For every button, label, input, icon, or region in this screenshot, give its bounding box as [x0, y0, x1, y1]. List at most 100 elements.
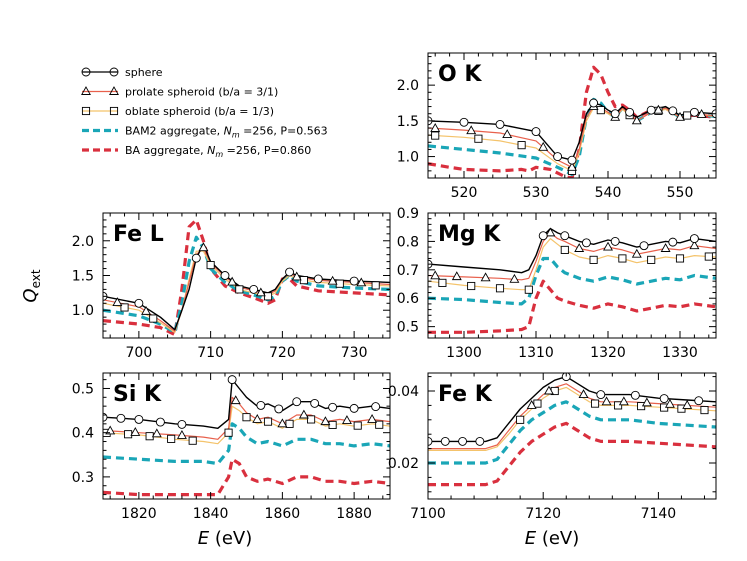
data-point-oblate-spheroid-b-a-1-3 [704, 252, 713, 261]
data-point-prolate-spheroid-b-a-3-1 [298, 409, 309, 419]
data-point-sphere [596, 390, 606, 400]
legend-marker-circle [109, 67, 119, 77]
data-point-sphere [659, 394, 669, 404]
axes-frame [102, 372, 391, 500]
data-point-prolate-spheroid-b-a-3-1 [660, 243, 671, 252]
x-axis-label-right: E (eV) [525, 528, 580, 549]
y-tick-label: 1.0 [397, 150, 419, 166]
data-point-sphere [292, 397, 302, 407]
data-point-prolate-spheroid-b-a-3-1 [227, 276, 238, 286]
data-point-sphere [531, 127, 541, 137]
data-point-oblate-spheroid-b-a-1-3 [307, 415, 316, 424]
y-tick-label: 0.04 [388, 384, 419, 400]
data-point-oblate-spheroid-b-a-1-3 [675, 254, 685, 263]
data-point-oblate-spheroid-b-a-1-3 [353, 421, 362, 430]
data-point-prolate-spheroid-b-a-3-1 [664, 398, 675, 408]
panel-title: Fe K [438, 382, 493, 407]
data-point-prolate-spheroid-b-a-3-1 [526, 399, 537, 409]
x-tick-label: 530 [523, 185, 550, 201]
data-point-sphere [134, 414, 144, 424]
data-point-sphere [191, 253, 201, 263]
legend-item-bam2-aggregate-n-m-256-p-0-563: BAM2 aggregate, Nm =256, P=0.563 [82, 125, 328, 140]
data-point-oblate-spheroid-b-a-1-3 [517, 141, 526, 150]
data-point-oblate-spheroid-b-a-1-3 [474, 134, 483, 143]
series-line-bam2-aggregate-n-m-256-p-0-563 [103, 235, 390, 334]
data-point-oblate-spheroid-b-a-1-3 [335, 279, 344, 288]
data-point-sphere [349, 403, 359, 413]
series-line-sphere [428, 227, 716, 274]
data-point-oblate-spheroid-b-a-1-3 [560, 245, 569, 254]
data-point-prolate-spheroid-b-a-3-1 [543, 385, 554, 395]
data-point-prolate-spheroid-b-a-3-1 [356, 277, 367, 287]
series-line-ba-aggregate-n-m-256-p-0-860 [103, 457, 390, 497]
data-point-prolate-spheroid-b-a-3-1 [696, 109, 707, 118]
data-point-sphere [553, 152, 563, 162]
series-line-bam2-aggregate-n-m-256-p-0-563 [428, 400, 716, 465]
data-point-sphere [560, 231, 570, 241]
data-point-oblate-spheroid-b-a-1-3 [188, 436, 197, 445]
x-tick-label: 550 [667, 185, 694, 201]
data-point-sphere [428, 436, 433, 446]
data-point-prolate-spheroid-b-a-3-1 [320, 416, 331, 426]
data-point-sphere [328, 402, 338, 412]
y-tick-label: 1.5 [72, 269, 94, 285]
data-point-sphere [668, 237, 678, 247]
data-point-prolate-spheroid-b-a-3-1 [574, 243, 585, 252]
data-point-oblate-spheroid-b-a-1-3 [263, 292, 273, 301]
y-tick-label: 0.02 [388, 456, 419, 472]
data-point-sphere [227, 375, 237, 385]
data-point-oblate-spheroid-b-a-1-3 [263, 417, 273, 426]
data-point-sphere [610, 236, 620, 246]
y-tick-label: 0.7 [397, 263, 419, 279]
data-point-prolate-spheroid-b-a-3-1 [430, 123, 441, 132]
data-point-sphere [589, 98, 599, 108]
data-point-sphere [249, 284, 259, 294]
data-point-prolate-spheroid-b-a-3-1 [341, 415, 352, 424]
panel-mg-k: 1300 1310 1320 1330 0.5 0.6 0.7 0.8 0.9 Mg K [397, 206, 717, 361]
x-tick-label: 1320 [590, 345, 626, 361]
data-point-prolate-spheroid-b-a-3-1 [603, 241, 613, 251]
data-point-oblate-spheroid-b-a-1-3 [431, 131, 440, 140]
data-point-sphere [495, 119, 505, 129]
data-point-sphere [285, 267, 294, 277]
data-point-sphere [689, 234, 699, 244]
x-tick-label: 1880 [336, 506, 372, 522]
data-point-oblate-spheroid-b-a-1-3 [596, 106, 605, 115]
x-tick-label: 540 [595, 185, 622, 201]
data-point-prolate-spheroid-b-a-3-1 [230, 395, 241, 405]
data-point-oblate-spheroid-b-a-1-3 [438, 278, 447, 287]
series-line-bam2-aggregate-n-m-256-p-0-563 [428, 256, 716, 306]
plot-area [103, 375, 390, 497]
x-tick-label: 520 [451, 185, 478, 201]
panel-si-k: 1820 1840 1860 1880 0.3 0.4 0.5 Si K [72, 372, 391, 522]
data-point-sphere [371, 402, 381, 412]
series-line-oblate-spheroid-b-a-1-3 [103, 405, 390, 445]
data-point-prolate-spheroid-b-a-3-1 [675, 111, 685, 121]
data-point-prolate-spheroid-b-a-3-1 [151, 428, 162, 438]
y-tick-label: 0.6 [397, 291, 419, 307]
y-axis-label: Qext [20, 269, 43, 302]
data-point-oblate-spheroid-b-a-1-3 [533, 399, 542, 408]
series-line-ba-aggregate-n-m-256-p-0-860 [428, 421, 716, 487]
data-point-oblate-spheroid-b-a-1-3 [683, 111, 692, 120]
data-point-prolate-spheroid-b-a-3-1 [176, 430, 187, 439]
data-point-oblate-spheroid-b-a-1-3 [590, 399, 600, 408]
data-point-prolate-spheroid-b-a-3-1 [451, 271, 462, 281]
data-point-prolate-spheroid-b-a-3-1 [367, 414, 378, 423]
data-point-oblate-spheroid-b-a-1-3 [285, 419, 294, 428]
data-point-sphere [155, 417, 165, 427]
legend-label: BAM2 aggregate, Nm =256, P=0.563 [125, 125, 328, 140]
data-point-sphere [538, 231, 548, 241]
axes-frame [427, 52, 717, 179]
data-point-prolate-spheroid-b-a-3-1 [631, 115, 642, 125]
data-point-sphere [668, 106, 678, 116]
data-point-sphere [256, 400, 266, 410]
data-point-oblate-spheroid-b-a-1-3 [467, 281, 476, 291]
data-point-prolate-spheroid-b-a-3-1 [327, 275, 338, 285]
data-point-prolate-spheroid-b-a-3-1 [430, 270, 441, 280]
y-tick-label: 0.5 [397, 320, 419, 336]
data-point-prolate-spheroid-b-a-3-1 [601, 396, 612, 406]
panel-fe-l: 700 710 720 730 1.0 1.5 2.0 Fe L [72, 212, 391, 361]
data-point-prolate-spheroid-b-a-3-1 [682, 399, 693, 409]
